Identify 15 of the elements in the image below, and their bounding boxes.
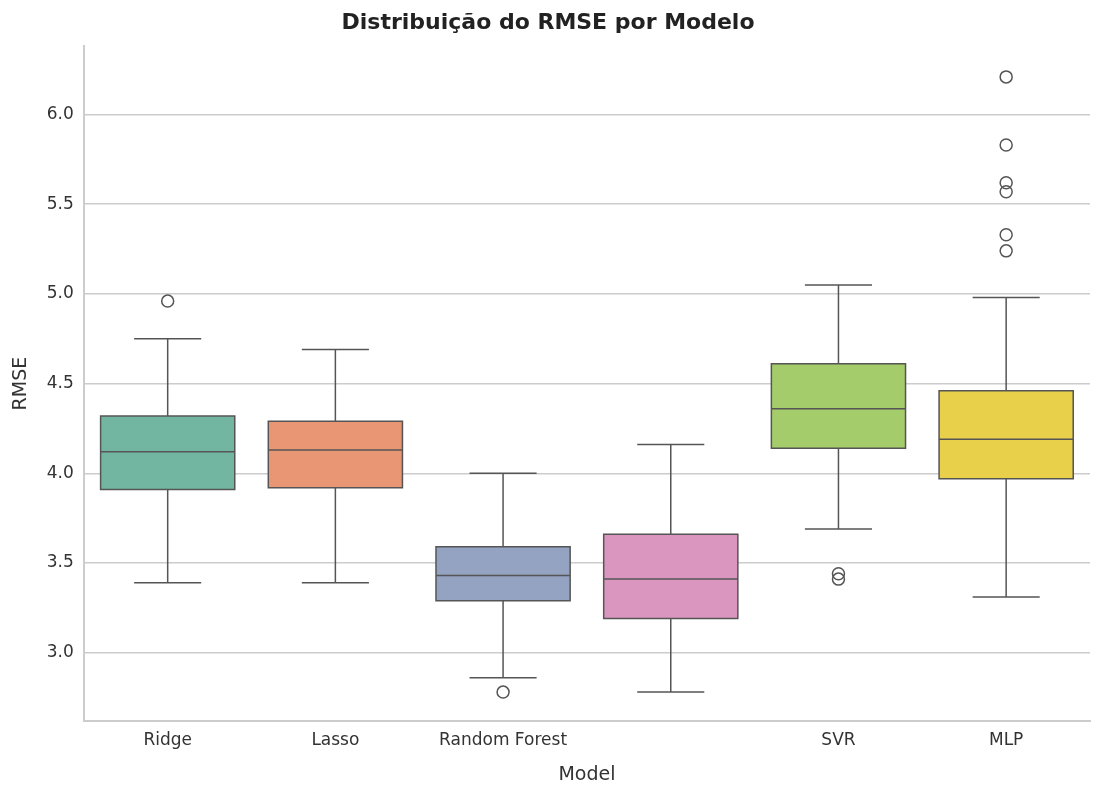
x-tick-label: Lasso — [311, 729, 360, 750]
y-tick-label: 4.0 — [46, 461, 74, 482]
y-axis-title: RMSE — [8, 356, 31, 411]
x-tick-label: SVR — [821, 729, 856, 750]
chart-title: Distribuição do RMSE por Modelo — [341, 8, 755, 34]
x-tick-label: Ridge — [143, 729, 192, 750]
y-tick-label: 5.5 — [46, 192, 74, 213]
x-axis-title: Model — [558, 761, 616, 784]
y-tick-label: 3.0 — [46, 641, 74, 662]
x-tick-label: Random Forest — [439, 729, 568, 750]
y-tick-label: 4.5 — [46, 372, 74, 393]
x-tick-label: MLP — [988, 729, 1024, 750]
y-tick-label: 3.5 — [46, 551, 74, 572]
y-tick-label: 5.0 — [46, 282, 74, 303]
y-tick-label: 6.0 — [46, 102, 74, 123]
